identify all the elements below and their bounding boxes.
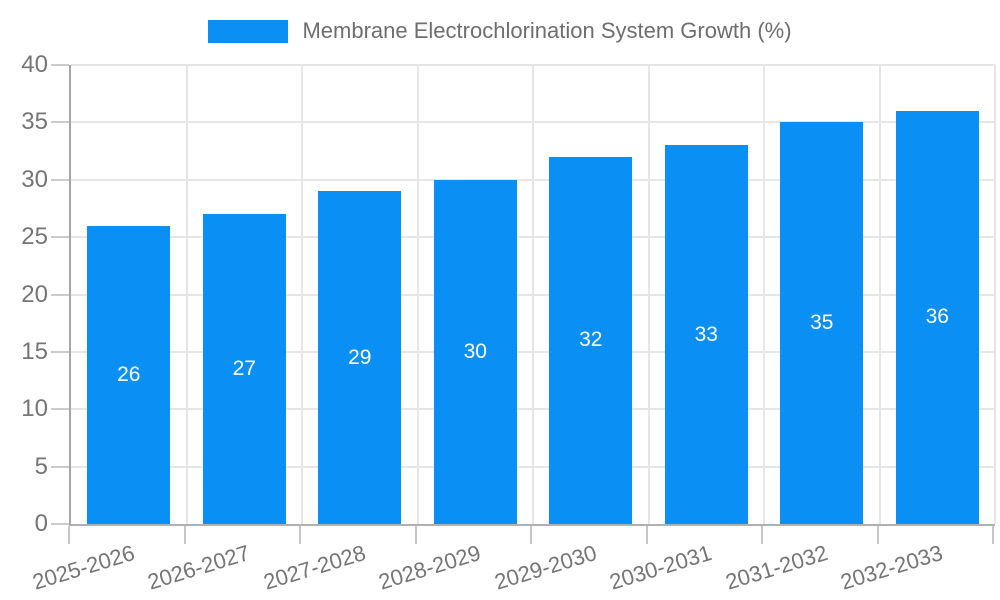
- bar: 29: [318, 191, 402, 524]
- y-axis-tick: [51, 64, 69, 66]
- x-axis-category-label: 2031-2032: [722, 540, 831, 595]
- y-axis-tick-label: 25: [21, 223, 48, 251]
- gridline-vertical: [185, 65, 188, 524]
- plot-area: 26 27 29 30 32 33 35 36: [69, 64, 996, 526]
- bar: 26: [87, 225, 171, 524]
- bar: 27: [202, 214, 286, 524]
- x-axis-tick: [992, 526, 994, 544]
- y-axis-tick-label: 10: [21, 395, 48, 423]
- x-axis-tick: [530, 526, 532, 544]
- x-axis-tick: [183, 526, 186, 544]
- legend: Membrane Electrochlorination System Grow…: [0, 18, 1000, 44]
- gridline-vertical: [416, 65, 419, 524]
- x-axis-tick: [414, 526, 417, 544]
- y-axis-tick: [51, 523, 69, 525]
- y-axis-tick: [51, 293, 69, 296]
- bar-value-label: 27: [232, 357, 256, 381]
- bar: 35: [780, 122, 864, 524]
- bar-value-label: 33: [694, 322, 718, 346]
- y-axis-tick-label: 30: [21, 165, 48, 193]
- bar: 33: [664, 145, 748, 524]
- bar-value-label: 36: [925, 305, 949, 329]
- bar: 30: [433, 179, 517, 524]
- x-axis-category-label: 2025-2026: [29, 540, 138, 595]
- y-axis-tick: [51, 236, 69, 239]
- x-axis-category-label: 2029-2030: [491, 540, 600, 595]
- y-axis-tick: [51, 408, 69, 411]
- y-axis-tick: [51, 350, 69, 353]
- y-axis-tick-label: 15: [21, 337, 48, 365]
- y-axis-tick: [51, 121, 69, 124]
- y-axis-tick-label: 20: [21, 280, 48, 308]
- gridline-vertical: [878, 65, 881, 524]
- bar: 36: [895, 110, 979, 524]
- gridline-vertical: [532, 65, 534, 524]
- bar-value-label: 30: [463, 339, 487, 363]
- x-axis-tick: [761, 526, 763, 544]
- legend-label: Membrane Electrochlorination System Grow…: [302, 18, 792, 43]
- x-axis-category-label: 2032-2033: [837, 540, 946, 595]
- legend-swatch: [208, 19, 289, 43]
- x-axis-category-label: 2026-2027: [144, 540, 253, 595]
- bar-value-label: 35: [810, 311, 834, 335]
- x-axis-category-label: 2030-2031: [606, 540, 715, 595]
- y-axis-tick-label: 40: [21, 51, 48, 78]
- gridline-vertical: [647, 65, 650, 524]
- bar-value-label: 26: [117, 362, 141, 386]
- y-axis-tick-label: 0: [34, 510, 48, 537]
- x-axis-tick: [645, 526, 648, 544]
- x-axis-category-label: 2027-2028: [260, 540, 369, 595]
- bar-value-label: 29: [348, 345, 372, 369]
- y-axis-tick: [51, 465, 69, 468]
- x-axis-tick: [68, 526, 70, 544]
- y-axis-tick-label: 35: [21, 108, 48, 136]
- gridline-vertical: [763, 65, 765, 524]
- gridline-vertical: [994, 65, 996, 524]
- bar-value-label: 32: [579, 328, 603, 352]
- x-axis-tick: [876, 526, 879, 544]
- x-axis-tick: [299, 526, 301, 544]
- x-axis-category-label: 2028-2029: [375, 540, 484, 595]
- y-axis-tick: [51, 178, 69, 181]
- bar: 32: [549, 156, 633, 524]
- gridline-vertical: [301, 65, 303, 524]
- y-axis-tick-label: 5: [34, 452, 48, 480]
